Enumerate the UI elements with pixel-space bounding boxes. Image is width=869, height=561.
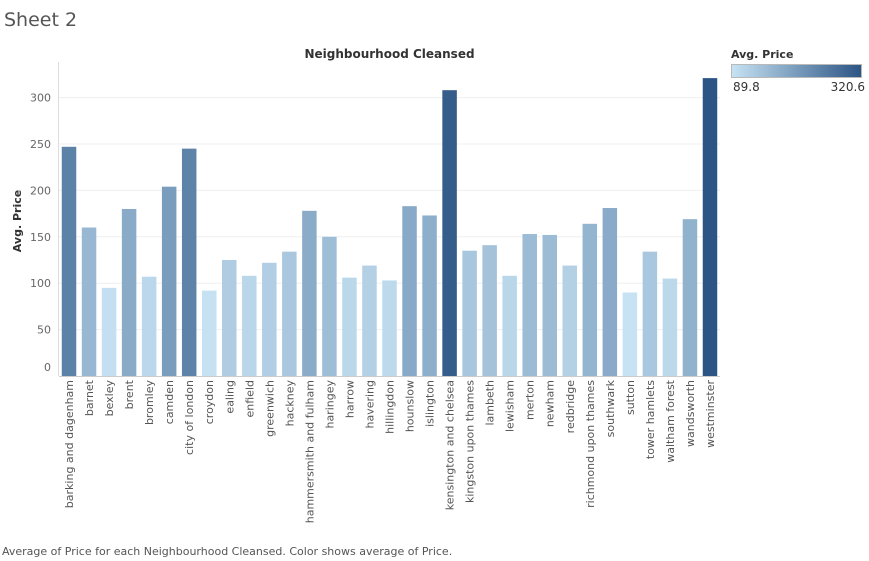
bar <box>562 265 578 376</box>
bar <box>222 260 237 376</box>
x-tick-label: barnet <box>83 379 96 416</box>
x-tick-label: barking and dagenham <box>63 380 76 508</box>
bar <box>81 227 97 376</box>
bar <box>262 262 277 376</box>
bar <box>282 251 297 376</box>
x-tick-label: bexley <box>103 380 116 417</box>
y-tick-label: 100 <box>30 277 51 290</box>
x-tick-label: redbridge <box>564 380 577 434</box>
x-tick-label: merton <box>524 380 537 420</box>
x-tick-label: sutton <box>624 380 637 415</box>
y-axis-label: Avg. Price <box>11 190 24 252</box>
x-tick-label: ealing <box>223 380 236 414</box>
bar <box>101 287 117 376</box>
x-tick-label: kingston upon thames <box>464 380 477 503</box>
bar <box>181 148 197 376</box>
x-tick-label: southwark <box>604 379 617 437</box>
bar <box>542 234 557 376</box>
x-tick-label: wandsworth <box>684 380 697 447</box>
x-tick-label: lewisham <box>504 380 517 432</box>
bar <box>462 250 477 376</box>
bar <box>442 90 457 377</box>
legend-max-label: 320.6 <box>830 80 865 94</box>
legend-labels: 89.8 320.6 <box>731 80 865 96</box>
bar <box>242 275 257 376</box>
bar <box>302 210 317 376</box>
x-tick-label: newham <box>544 380 557 427</box>
bar <box>141 276 157 376</box>
x-tick-label: harrow <box>343 380 356 418</box>
x-tick-label: tower hamlets <box>644 380 657 459</box>
y-tick-label: 0 <box>44 361 51 374</box>
x-tick-label: westminster <box>704 380 717 448</box>
x-tick-label: hammersmith and fulham <box>303 380 316 523</box>
bar <box>161 186 177 376</box>
bar <box>682 219 698 376</box>
x-tick-label: greenwich <box>263 380 276 437</box>
x-tick-label: bromley <box>143 380 156 426</box>
x-tick-label: city of london <box>183 380 196 455</box>
chart-caption: Average of Price for each Neighbourhood … <box>2 545 453 558</box>
x-tick-label: hillingdon <box>384 380 397 434</box>
bar <box>422 215 437 376</box>
y-tick-label: 250 <box>30 138 51 151</box>
bar <box>582 223 598 376</box>
x-tick-label: croydon <box>203 380 216 424</box>
y-tick-label: 150 <box>30 231 51 244</box>
legend-gradient <box>731 64 862 78</box>
bar <box>662 278 678 376</box>
bar <box>362 265 377 376</box>
x-tick-label: richmond upon thames <box>584 380 597 508</box>
x-tick-label: brent <box>123 379 136 409</box>
bar <box>602 208 618 376</box>
bar <box>382 280 397 376</box>
x-tick-label: hackney <box>283 380 296 427</box>
legend-min-label: 89.8 <box>733 80 760 94</box>
x-tick-label: camden <box>163 380 176 424</box>
bar <box>702 78 718 376</box>
y-tick-label: 50 <box>37 324 51 337</box>
x-tick-label: waltham forest <box>664 379 677 462</box>
bar <box>482 245 497 376</box>
bar <box>121 208 137 376</box>
bar <box>402 206 417 376</box>
bar <box>622 292 638 376</box>
x-tick-label: islington <box>424 380 437 427</box>
bar <box>322 236 337 376</box>
y-tick-label: 300 <box>30 92 51 105</box>
x-tick-label: enfield <box>243 380 256 417</box>
bar <box>642 251 658 376</box>
bar <box>502 275 517 376</box>
legend-title: Avg. Price <box>731 48 794 61</box>
x-tick-label: lambeth <box>484 380 497 426</box>
chart-title: Neighbourhood Cleansed <box>304 47 474 61</box>
x-tick-label: hounslow <box>404 380 417 432</box>
bar <box>61 146 77 376</box>
y-tick-label: 200 <box>30 184 51 197</box>
sheet-title: Sheet 2 <box>4 9 78 31</box>
x-tick-label: haringey <box>323 380 336 429</box>
color-legend[interactable]: Avg. Price 89.8 320.6 <box>731 48 869 96</box>
bar <box>522 234 537 376</box>
x-tick-label: kensington and chelsea <box>444 380 457 510</box>
bar <box>342 277 357 376</box>
bar <box>201 290 217 376</box>
x-tick-label: havering <box>363 380 376 429</box>
